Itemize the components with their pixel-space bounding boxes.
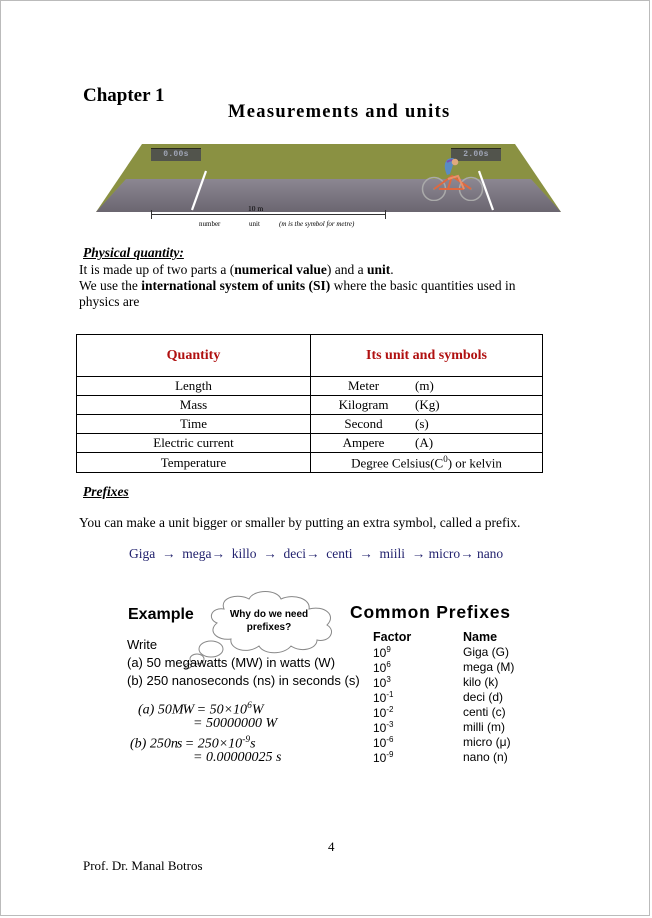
svg-text:prefixes?: prefixes? xyxy=(247,622,291,633)
svg-text:Why do we need: Why do we need xyxy=(230,609,308,620)
